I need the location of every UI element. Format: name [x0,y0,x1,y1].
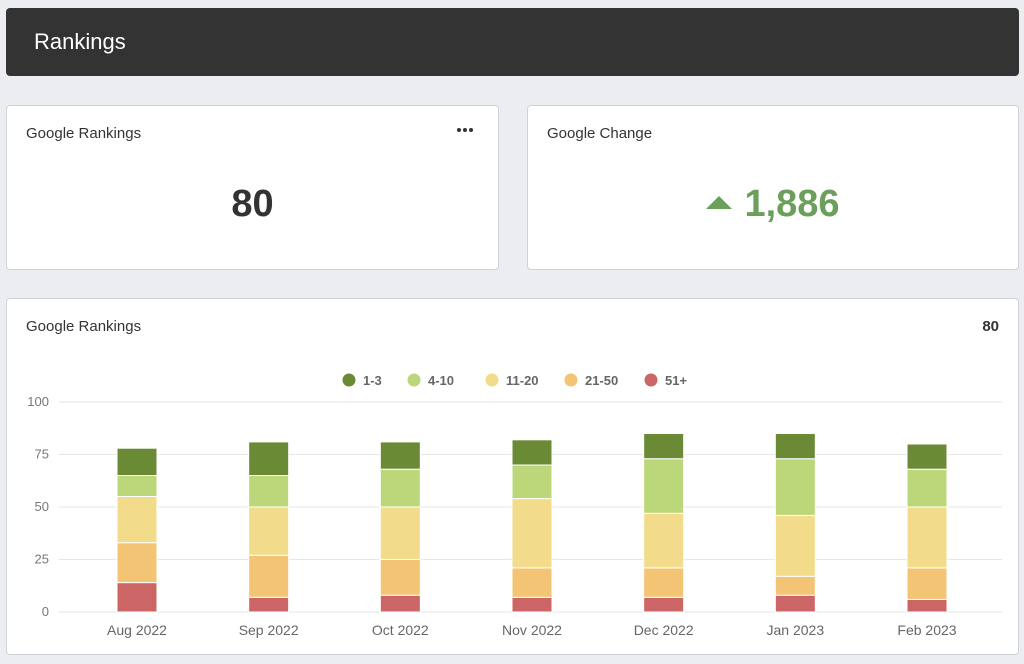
bar-segment [511,439,553,466]
stacked-bar-chart: 0 25 50 75 100 1-3 4-10 11-20 21-50 51+ Aug 2022 Se… [27,373,1002,638]
rankings-chart-card: Google Rankings 80 0 25 50 75 100 1-3 4-10 11-2… [6,298,1019,655]
bar-segment [906,598,948,613]
legend-marker [485,373,499,387]
page-header: Rankings [6,8,1019,76]
bar-segment [116,475,158,497]
legend-label: 21-50 [585,373,618,388]
bar-segment [379,594,421,613]
bar-segment [248,506,290,556]
legend-marker [407,373,421,387]
legend-label: 51+ [665,373,687,388]
bar-segment [379,506,421,560]
google-change-card: Google Change 1,886 [527,105,1019,270]
y-tick-label: 50 [35,499,49,514]
bar-segment [116,496,158,544]
card-title-rankings: Google Rankings [26,125,142,142]
bar-segment [511,567,553,598]
bar-segment [248,596,290,613]
legend-marker [644,373,658,387]
bar-segment [774,594,816,613]
bar-segment [643,596,685,613]
bar-segment [643,458,685,514]
y-tick-label: 25 [35,552,49,567]
more-options-icon[interactable] [457,128,473,132]
bar-segment [774,514,816,577]
page-title: Rankings [34,29,126,54]
x-tick-label: Dec 2022 [634,622,694,638]
change-value: 1,886 [744,183,840,225]
bar-segment [906,567,948,600]
bar-segment [248,554,290,598]
google-rankings-card: Google Rankings 80 [6,105,499,270]
bar-segment [774,433,816,460]
bar-segment [774,458,816,516]
bar-segment [511,596,553,613]
bar-segment [116,447,158,476]
chart-card-total: 80 [982,318,999,335]
x-tick-label: Nov 2022 [502,622,562,638]
legend-label: 11-20 [506,373,539,388]
bar-segment [643,433,685,460]
bar-segment [906,468,948,508]
bar-segment [379,468,421,508]
bar-segment [906,443,948,470]
legend-marker [342,373,356,387]
legend-label: 1-3 [363,373,382,388]
x-tick-label: Feb 2023 [897,622,956,638]
legend-marker [564,373,578,387]
bar-segment [511,498,553,569]
rankings-value: 80 [231,183,274,225]
x-tick-label: Aug 2022 [107,622,167,638]
chart-card-title: Google Rankings [26,318,142,335]
bar-segment [643,512,685,569]
legend-label: 4-10 [428,373,454,388]
x-tick-label: Oct 2022 [372,622,429,638]
bar-segment [774,575,816,596]
bar-segment [116,542,158,584]
bar-segment [379,559,421,596]
change-indicator: 1,886 [528,182,1018,226]
bar-segment [643,567,685,598]
arrow-up-icon [706,195,733,209]
y-tick-label: 0 [42,604,49,619]
y-tick-label: 75 [35,447,49,462]
bar-segment [248,441,290,476]
bar-segment [906,506,948,569]
bar-segment [116,582,158,613]
x-tick-label: Sep 2022 [239,622,299,638]
card-title-change: Google Change [547,125,653,142]
bar-segment [248,475,290,508]
bar-segment [379,441,421,470]
bar-segment [511,464,553,500]
y-tick-label: 100 [27,394,49,409]
x-tick-label: Jan 2023 [767,622,825,638]
